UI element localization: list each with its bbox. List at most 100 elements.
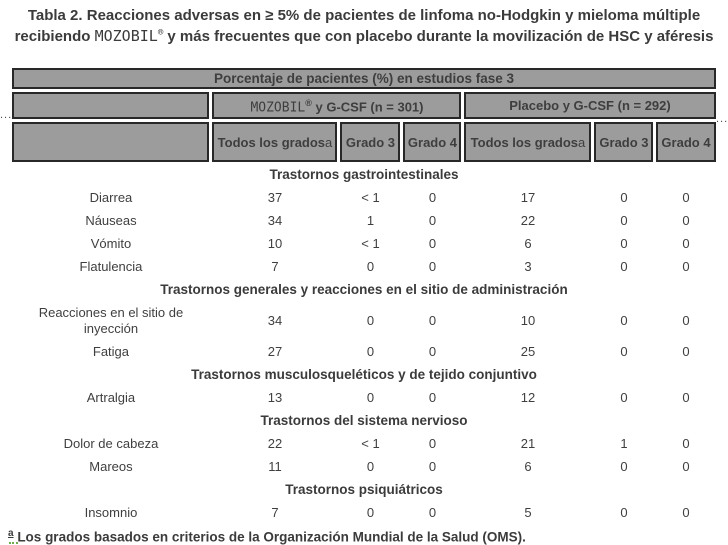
value-cell: 25: [520, 344, 536, 360]
table-row: Náuseas 34 1 0 22 0 0: [12, 211, 715, 231]
value-cell: 12: [520, 390, 536, 406]
table-row: Mareos 11 0 0 6 0 0: [12, 457, 715, 477]
footnote-text: Los grados basados en criterios de la Or…: [13, 529, 526, 545]
group-header-placebo: Placebo y G-CSF (n = 292): [464, 92, 716, 120]
group-header-mozobil: MOZOBIL® y G-CSF (n = 301): [212, 92, 462, 120]
row-label: Reacciones en el sitio de inyección: [38, 305, 184, 337]
value-cell: 21: [520, 436, 536, 452]
row-label: Flatulencia: [79, 259, 143, 275]
table-row: Fatiga 27 0 0 25 0 0: [12, 342, 715, 362]
group-header-row: MOZOBIL® y G-CSF (n = 301) Placebo y G-C…: [12, 92, 716, 120]
value-cell: 6: [524, 459, 532, 475]
value-cell: 0: [428, 190, 437, 206]
table-row: Dolor de cabeza 22 < 1 0 21 1 0: [12, 434, 715, 454]
value-cell: 0: [682, 505, 690, 521]
row-label: Insomnio: [84, 505, 138, 521]
section-header: Trastornos gastrointestinales: [269, 167, 459, 183]
footnote-marker: a: [578, 134, 586, 150]
caption-text-1: Tabla 2. Reacciones adversas en ≥ 5% de …: [14, 7, 701, 45]
row-label: Diarrea: [89, 190, 133, 206]
value-cell: 34: [267, 313, 283, 329]
value-cell: 37: [267, 190, 283, 206]
col-header-grade3-mozobil: Grado 3: [340, 122, 401, 163]
value-cell: < 1: [361, 190, 380, 206]
table-row: Insomnio 7 0 0 5 0 0: [12, 503, 715, 523]
value-cell: 0: [366, 313, 375, 329]
col-header-all-grades-placebo: Todos los gradosa: [464, 122, 592, 163]
col-header-label: Grado 3: [345, 134, 396, 150]
spellcheck-squiggle: [9, 542, 18, 545]
row-label: Artralgia: [86, 390, 136, 406]
value-cell: 1: [620, 436, 628, 452]
col-header-label: Grado 4: [407, 134, 458, 150]
value-cell: 0: [620, 459, 628, 475]
row-label: Dolor de cabeza: [63, 436, 159, 452]
table-row: Flatulencia 7 0 0 3 0 0: [12, 257, 715, 277]
section-header-row: Trastornos psiquiátricos: [12, 480, 715, 500]
row-label: Náuseas: [85, 213, 137, 229]
adverse-reactions-table: Porcentaje de pacientes (%) en estudios …: [9, 65, 718, 526]
col-header-grade4-mozobil: Grado 4: [403, 122, 462, 163]
col-header-label: Todos los grados: [217, 134, 326, 150]
section-header-row: Trastornos generales y reacciones en el …: [12, 280, 715, 300]
value-cell: 0: [682, 213, 690, 229]
value-cell: 0: [620, 236, 628, 252]
table-body: Trastornos gastrointestinales Diarrea 37 < …: [12, 165, 715, 523]
value-cell: 0: [428, 259, 437, 275]
row-label: Fatiga: [92, 344, 130, 360]
value-cell: 0: [366, 259, 375, 275]
registered-trademark-symbol: ®: [157, 27, 164, 38]
row-label: Vómito: [90, 236, 132, 252]
section-header: Trastornos psiquiátricos: [285, 482, 443, 498]
table-row: Artralgia 13 0 0 12 0 0: [12, 388, 715, 408]
brand-name: MOZOBIL: [250, 100, 306, 116]
value-cell: 0: [428, 236, 437, 252]
value-cell: 3: [524, 259, 532, 275]
value-cell: 0: [620, 190, 628, 206]
value-cell: 0: [620, 505, 628, 521]
section-header-row: Trastornos musculosqueléticos y de tejid…: [12, 365, 715, 385]
value-cell: 22: [267, 436, 283, 452]
value-cell: 0: [366, 459, 375, 475]
value-cell: 0: [682, 313, 690, 329]
value-cell: 34: [267, 213, 283, 229]
col-header-label: Todos los grados: [470, 134, 579, 150]
table-row: Vómito 10 < 1 0 6 0 0: [12, 234, 715, 254]
value-cell: 0: [682, 436, 690, 452]
value-cell: < 1: [361, 236, 380, 252]
value-cell: 0: [620, 259, 628, 275]
value-cell: < 1: [361, 436, 380, 452]
table-top-header: Porcentaje de pacientes (%) en estudios …: [12, 68, 716, 89]
value-cell: 1: [366, 213, 375, 229]
value-cell: 0: [428, 459, 437, 475]
value-cell: 0: [428, 436, 437, 452]
value-cell: 0: [428, 344, 437, 360]
section-header: Trastornos generales y reacciones en el …: [160, 282, 568, 298]
artifact-dots-left: ...: [0, 109, 13, 121]
value-cell: 0: [428, 390, 437, 406]
value-cell: 0: [366, 505, 375, 521]
value-cell: 0: [682, 236, 690, 252]
value-cell: 0: [366, 390, 375, 406]
value-cell: 11: [268, 459, 282, 475]
value-cell: 10: [267, 236, 283, 252]
brand-name: MOZOBIL: [94, 26, 158, 45]
value-cell: 0: [366, 344, 375, 360]
table-row: Reacciones en el sitio de inyección 34 0 0 1…: [12, 303, 715, 339]
value-cell: 0: [428, 505, 437, 521]
value-cell: 5: [524, 505, 532, 521]
row-label: Mareos: [89, 459, 133, 475]
value-cell: 17: [520, 190, 536, 206]
footnote: a Los grados basados en criterios de la …: [8, 528, 728, 545]
group-header-text: y G-CSF (n = 301): [311, 99, 424, 115]
col-header-label: Grado 3: [599, 134, 649, 150]
value-cell: 6: [524, 236, 532, 252]
col-header-grade3-placebo: Grado 3: [594, 122, 654, 163]
value-cell: 0: [620, 390, 628, 406]
value-cell: 10: [520, 313, 536, 329]
value-cell: 0: [682, 390, 690, 406]
col-header-all-grades-mozobil: Todos los gradosa: [212, 122, 338, 163]
registered-trademark-symbol: ®: [305, 98, 312, 108]
table-top-header-row: Porcentaje de pacientes (%) en estudios …: [12, 68, 716, 89]
section-header-row: Trastornos gastrointestinales: [12, 165, 715, 185]
